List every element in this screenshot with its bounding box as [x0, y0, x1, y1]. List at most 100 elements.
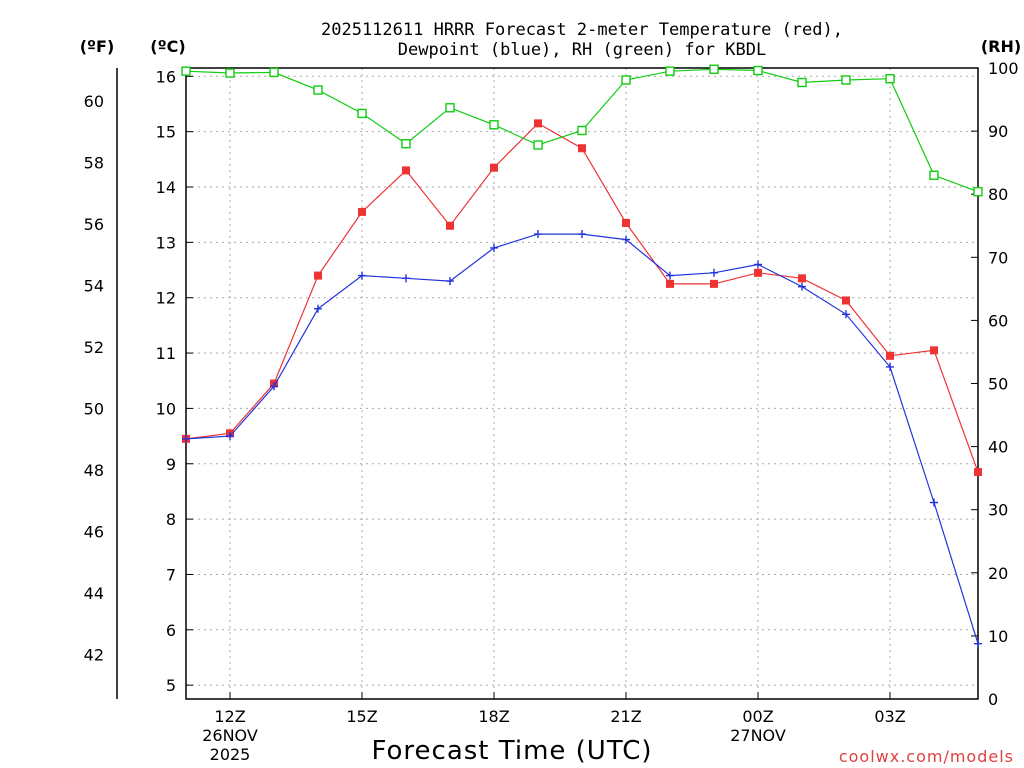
temperature-point	[578, 144, 586, 153]
rh-point	[445, 103, 455, 113]
dewpoint-point	[490, 243, 498, 252]
rh-point	[709, 64, 719, 74]
x-tick-label: 12Z	[214, 707, 245, 726]
rh-point	[225, 68, 235, 78]
temperature-point	[446, 221, 454, 230]
dewpoint-point	[446, 277, 454, 286]
f-tick-label: 54	[84, 276, 104, 295]
temperature-point	[666, 279, 674, 288]
dewpoint-point	[930, 498, 938, 507]
f-tick-label: 42	[84, 645, 104, 664]
rh-point	[973, 186, 983, 197]
temperature-point	[534, 119, 542, 128]
series-rh	[181, 64, 983, 197]
dewpoint-point	[842, 310, 850, 319]
rh-point	[577, 125, 587, 136]
x-tick-label: 21Z	[610, 707, 641, 726]
temperature-point	[402, 166, 410, 175]
rh-tick-label: 70	[988, 248, 1008, 267]
axes: 5678910111213141516424446485052545658600…	[84, 59, 1019, 764]
c-tick-label: 11	[156, 344, 176, 363]
temperature-point	[358, 207, 366, 216]
rh-point	[621, 75, 631, 85]
rh-tick-label: 100	[988, 59, 1019, 78]
rh-point	[533, 140, 543, 150]
f-tick-label: 52	[84, 338, 104, 357]
temperature-point	[886, 351, 894, 360]
c-tick-label: 7	[166, 565, 176, 584]
rh-point	[753, 65, 763, 76]
c-tick-label: 13	[156, 233, 176, 252]
dewpoint-point	[182, 434, 190, 443]
dewpoint-point	[710, 268, 718, 277]
x-tick-label: 15Z	[346, 707, 377, 726]
rh-point	[401, 139, 411, 149]
c-tick-label: 6	[166, 621, 176, 640]
dewpoint-point	[754, 260, 762, 269]
dewpoint-point	[886, 362, 894, 371]
rh-point	[841, 75, 851, 85]
rh-tick-label: 50	[988, 375, 1008, 394]
rh-point	[665, 66, 675, 76]
c-tick-label: 5	[166, 676, 176, 695]
c-tick-label: 12	[156, 289, 176, 308]
dewpoint-point	[270, 382, 278, 391]
series-layer	[181, 64, 983, 648]
plot-frame	[185, 67, 979, 700]
temperature-point	[974, 468, 982, 477]
watermark: coolwx.com/models	[839, 747, 1014, 766]
dewpoint-point	[798, 282, 806, 291]
f-tick-label: 60	[84, 92, 104, 111]
dewpoint-point	[402, 274, 410, 283]
rh-point	[181, 66, 191, 76]
c-tick-label: 15	[156, 123, 176, 142]
rh-tick-label: 90	[988, 122, 1008, 141]
x-tick-label: 27NOV	[730, 726, 786, 745]
series-dewpoint	[182, 230, 982, 648]
temperature-point	[754, 268, 762, 277]
rh-point	[797, 77, 807, 88]
dewpoint-line	[185, 233, 979, 644]
rh-point	[929, 170, 939, 180]
chart-title-line1: 2025112611 HRRR Forecast 2-meter Tempera…	[321, 20, 843, 40]
f-tick-label: 44	[84, 584, 104, 603]
dewpoint-point	[578, 230, 586, 239]
dewpoint-point	[974, 639, 982, 648]
temperature-point	[490, 163, 498, 172]
f-tick-label: 48	[84, 461, 104, 480]
rh-tick-label: 40	[988, 438, 1008, 457]
x-tick-label: 2025	[210, 745, 251, 764]
c-tick-label: 8	[166, 510, 176, 529]
rh-point	[313, 85, 323, 95]
rh-tick-label: 10	[988, 627, 1008, 646]
temperature-point	[930, 346, 938, 355]
rh-point	[357, 108, 367, 119]
temperature-point	[314, 271, 322, 280]
dewpoint-point	[358, 271, 366, 280]
f-tick-label: 50	[84, 399, 104, 418]
rh-point	[269, 67, 279, 78]
c-tick-label: 9	[166, 455, 176, 474]
c-tick-label: 16	[156, 67, 176, 86]
rh-tick-label: 80	[988, 185, 1008, 204]
dewpoint-point	[226, 432, 234, 441]
temperature-point	[842, 296, 850, 305]
series-temperature	[182, 119, 982, 477]
dewpoint-point	[666, 271, 674, 280]
gridlines	[186, 68, 978, 699]
x-axis-title: Forecast Time (UTC)	[371, 736, 652, 766]
rh-tick-label: 30	[988, 501, 1008, 520]
dewpoint-point	[622, 235, 630, 244]
rh-tick-label: 20	[988, 564, 1008, 583]
rh-tick-label: 0	[988, 690, 998, 709]
temperature-point	[710, 279, 718, 288]
chart-title-line2: Dewpoint (blue), RH (green) for KBDL	[398, 40, 766, 60]
temperature-point	[622, 218, 630, 227]
x-tick-label: 18Z	[478, 707, 509, 726]
f-tick-label: 46	[84, 522, 104, 541]
rh-point	[885, 74, 895, 84]
dewpoint-point	[534, 230, 542, 239]
c-tick-label: 14	[156, 178, 176, 197]
rh-axis-label: (RH)	[981, 37, 1021, 56]
